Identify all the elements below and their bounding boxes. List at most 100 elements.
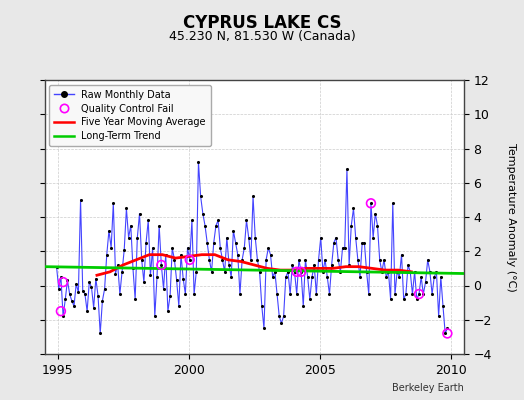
Point <box>393 269 401 275</box>
Point <box>292 269 301 275</box>
Point <box>179 276 188 282</box>
Point <box>292 291 301 297</box>
Point <box>96 330 104 337</box>
Point <box>415 291 423 297</box>
Point <box>297 269 305 275</box>
Point <box>116 291 124 297</box>
Point <box>148 245 157 251</box>
Point <box>367 200 375 206</box>
Point <box>290 269 299 275</box>
Point <box>325 291 334 297</box>
Point <box>352 234 360 241</box>
Point <box>389 200 397 206</box>
Point <box>66 291 74 297</box>
Point <box>188 217 196 224</box>
Point <box>54 286 63 292</box>
Point <box>253 257 261 263</box>
Y-axis label: Temperature Anomaly (°C): Temperature Anomaly (°C) <box>506 143 516 291</box>
Point <box>378 269 386 275</box>
Point <box>410 269 419 275</box>
Point <box>281 274 290 280</box>
Point <box>425 269 434 275</box>
Point <box>120 246 128 253</box>
Point <box>277 320 286 326</box>
Point <box>90 304 98 311</box>
Point <box>384 269 392 275</box>
Point <box>395 274 403 280</box>
Point <box>168 245 177 251</box>
Point <box>430 274 439 280</box>
Point <box>122 205 130 212</box>
Point <box>363 269 371 275</box>
Point <box>205 257 214 263</box>
Point <box>98 298 106 304</box>
Point <box>135 210 144 217</box>
Point <box>279 313 288 320</box>
Point <box>185 257 194 263</box>
Point <box>79 288 87 294</box>
Point <box>373 222 381 229</box>
Point <box>328 262 336 268</box>
Point <box>417 274 425 280</box>
Point <box>360 240 368 246</box>
Point <box>266 252 275 258</box>
Point <box>408 291 417 297</box>
Point <box>264 245 272 251</box>
Point <box>339 245 347 251</box>
Point <box>251 234 259 241</box>
Point <box>316 234 325 241</box>
Point <box>57 274 65 280</box>
Point <box>369 234 377 241</box>
Point <box>350 205 358 212</box>
Point <box>286 291 294 297</box>
Point <box>343 166 351 172</box>
Point <box>262 257 270 263</box>
Point <box>157 262 166 268</box>
Point <box>159 286 168 292</box>
Point <box>94 292 102 299</box>
Point <box>155 222 163 229</box>
Point <box>323 274 332 280</box>
Point <box>92 276 100 282</box>
Point <box>249 193 257 200</box>
Point <box>163 308 172 314</box>
Point <box>223 234 231 241</box>
Point <box>303 274 312 280</box>
Point <box>83 308 91 314</box>
Point <box>127 222 135 229</box>
Point <box>301 257 310 263</box>
Point <box>144 217 152 224</box>
Point <box>109 200 117 206</box>
Point <box>192 269 201 275</box>
Point <box>161 252 170 258</box>
Point <box>319 269 327 275</box>
Point <box>133 234 141 241</box>
Text: CYPRUS LAKE CS: CYPRUS LAKE CS <box>183 14 341 32</box>
Point <box>221 269 229 275</box>
Point <box>365 291 373 297</box>
Point <box>208 269 216 275</box>
Point <box>288 262 297 268</box>
Point <box>118 269 126 275</box>
Point <box>404 262 412 268</box>
Point <box>81 291 89 297</box>
Point <box>59 279 67 285</box>
Point <box>196 193 205 200</box>
Point <box>74 289 83 296</box>
Point <box>367 200 375 206</box>
Point <box>443 325 452 332</box>
Point <box>356 274 364 280</box>
Point <box>341 245 349 251</box>
Point <box>174 303 183 309</box>
Point <box>412 296 421 302</box>
Point <box>312 291 321 297</box>
Point <box>336 269 345 275</box>
Point <box>358 240 366 246</box>
Point <box>131 296 139 302</box>
Text: Berkeley Earth: Berkeley Earth <box>392 383 464 393</box>
Point <box>124 234 133 241</box>
Point <box>436 274 445 280</box>
Point <box>85 279 93 285</box>
Point <box>297 269 305 275</box>
Point <box>284 269 292 275</box>
